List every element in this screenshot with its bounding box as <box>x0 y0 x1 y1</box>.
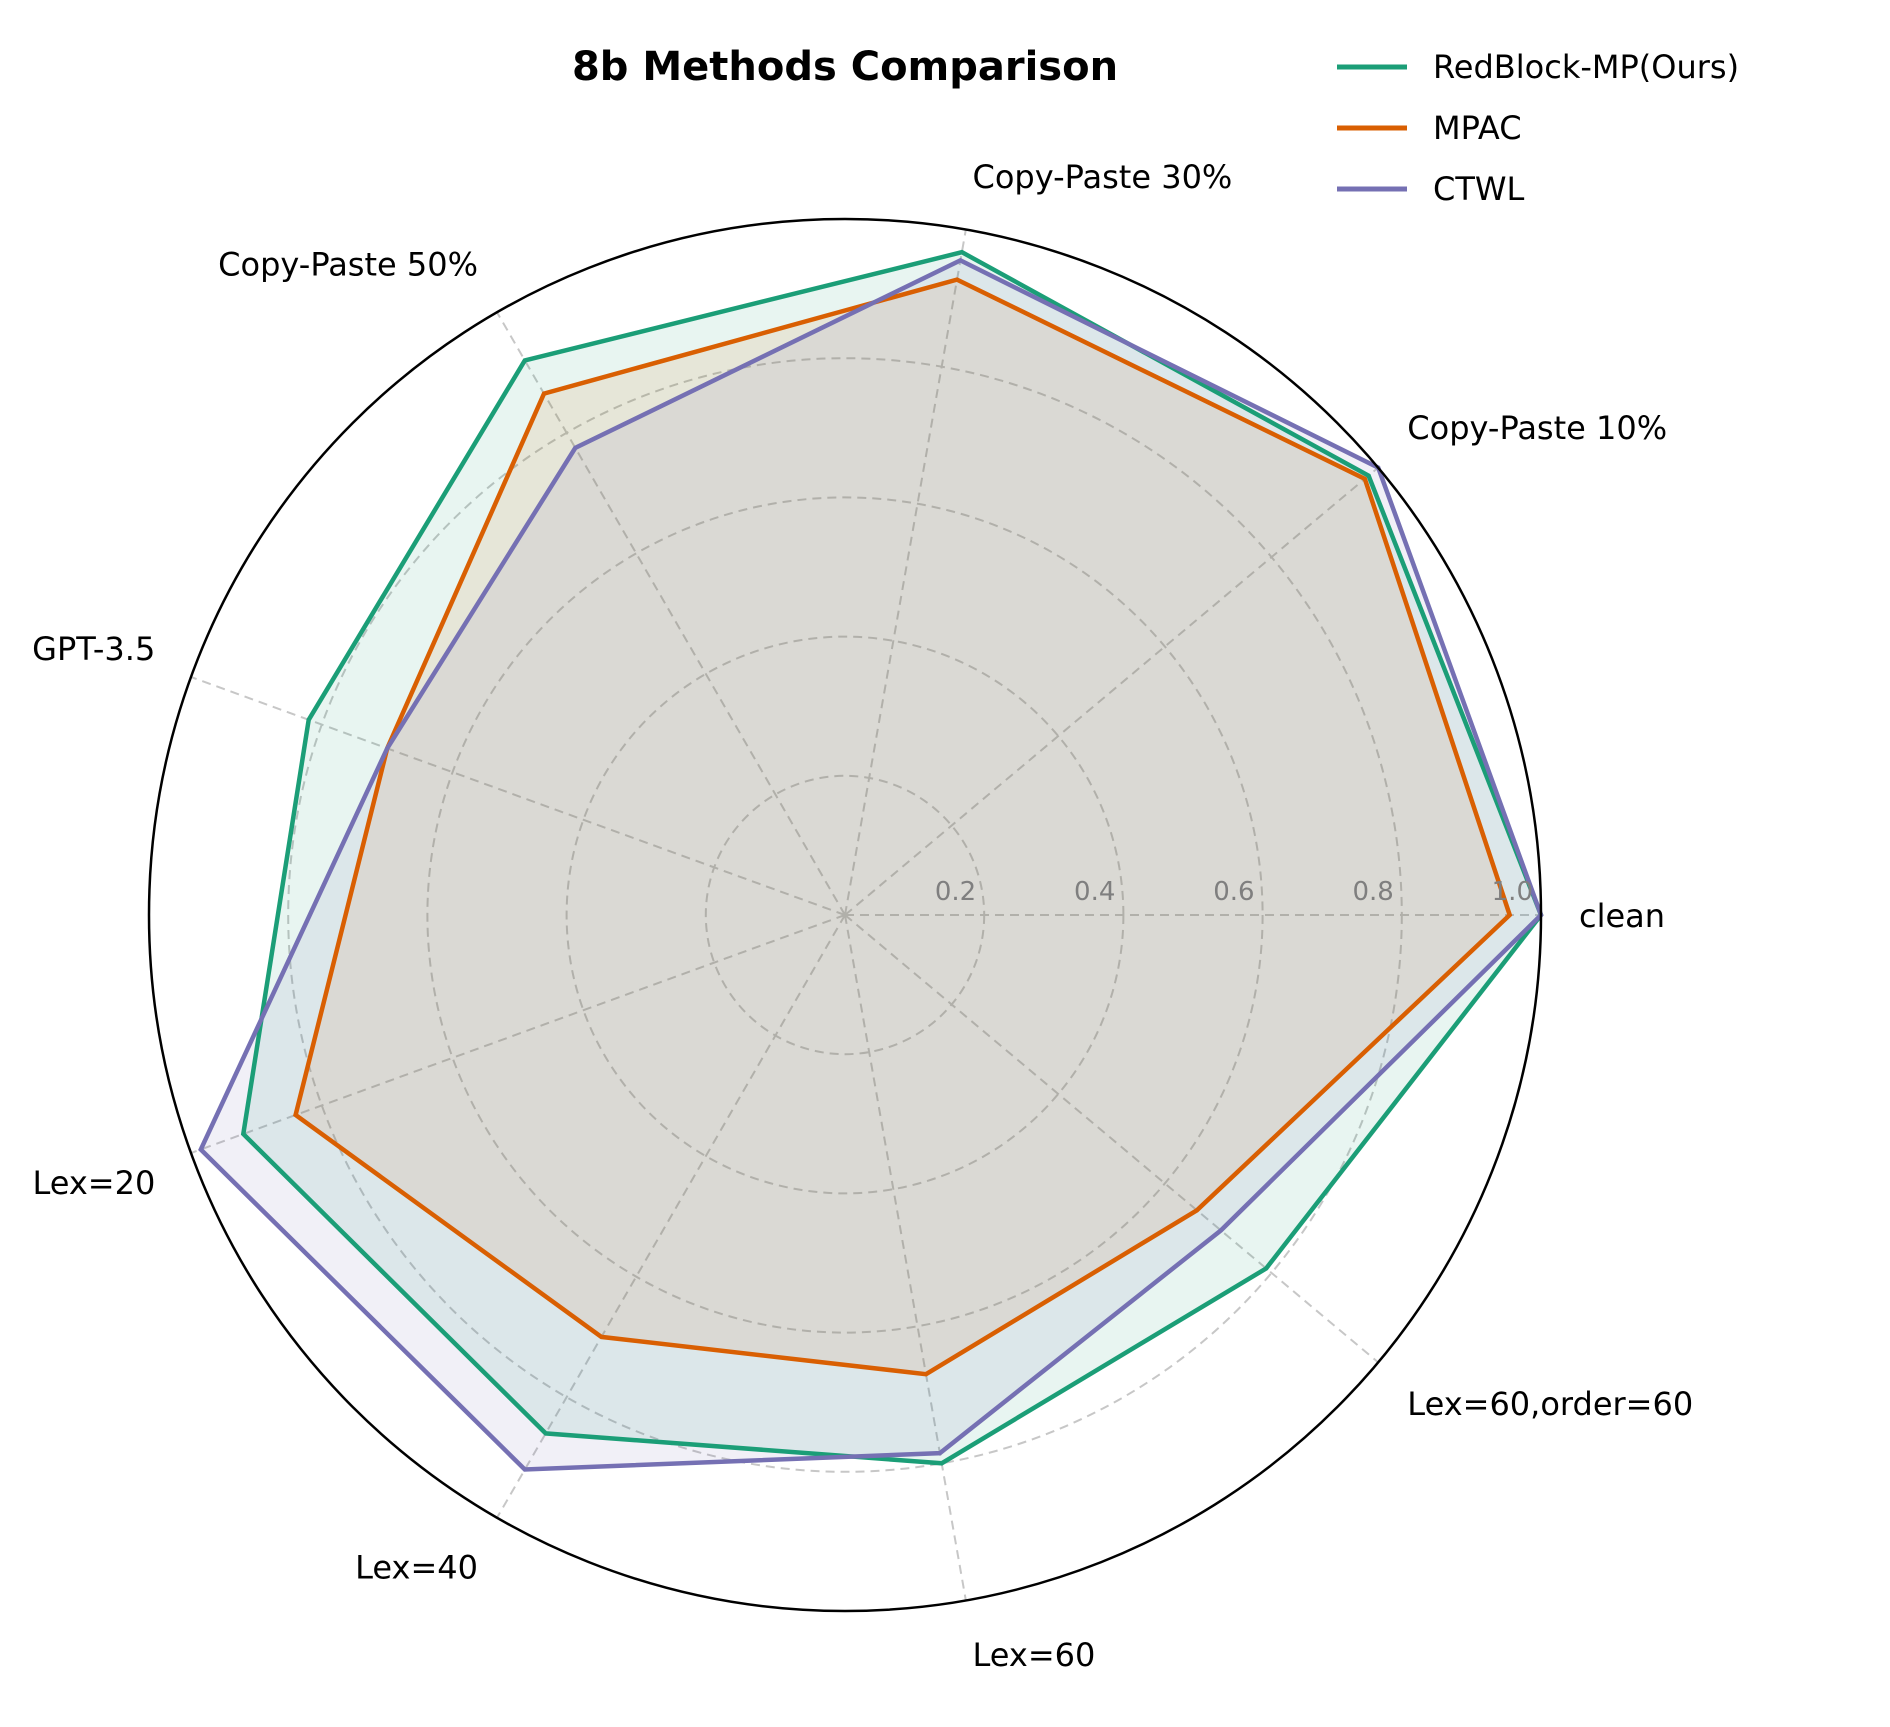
spoke-lex-40 <box>496 914 846 1519</box>
radar-grid <box>190 229 1541 1601</box>
radial-tick-label: 0.4 <box>1074 877 1115 907</box>
radial-tick-labels: 0.2 0.4 0.6 0.8 1.0 <box>935 877 1533 907</box>
spoke-lex-60 <box>844 914 967 1601</box>
radial-tick-label: 1.0 <box>1492 877 1533 907</box>
spoke-gpt-3-5 <box>190 676 846 916</box>
grid-ring-3 <box>426 496 1264 1334</box>
legend-label-ctwl: CTWL <box>1433 170 1525 208</box>
spoke-copy-paste-50 <box>496 311 846 916</box>
axis-label-copy-paste-10: Copy-Paste 10% <box>1407 409 1667 447</box>
legend-label-redblock-mp-ours: RedBlock-MP(Ours) <box>1433 48 1739 86</box>
axis-label-lex-40: Lex=40 <box>355 1549 478 1587</box>
spoke-copy-paste-10 <box>844 466 1379 916</box>
series-line-ctwl <box>198 257 1544 1472</box>
spoke-lex-60-order-60 <box>844 914 1379 1364</box>
axis-label-copy-paste-50: Copy-Paste 50% <box>218 245 478 283</box>
axis-label-clean: clean <box>1579 897 1665 935</box>
spoke-lex-20 <box>190 914 846 1154</box>
axis-labels: clean Copy-Paste 10% Copy-Paste 30% Copy-Pa… <box>32 158 1693 1674</box>
series-fills <box>200 252 1541 1470</box>
series-fill-redblock-mp-ours <box>243 252 1541 1464</box>
chart-title: 8b Methods Comparison <box>572 44 1118 90</box>
series-lines <box>198 249 1544 1472</box>
axis-label-copy-paste-30: Copy-Paste 30% <box>973 158 1233 196</box>
axis-label-gpt-3-5: GPT-3.5 <box>32 630 155 668</box>
legend: RedBlock-MP(Ours) MPAC CTWL <box>1337 48 1739 208</box>
radial-tick-label: 0.6 <box>1213 877 1254 907</box>
spoke-copy-paste-30 <box>844 229 967 916</box>
series-line-mpac <box>293 277 1513 1377</box>
axis-label-lex-20: Lex=20 <box>32 1164 155 1202</box>
radial-tick-label: 0.8 <box>1352 877 1393 907</box>
axis-label-lex-60-order-60: Lex=60,order=60 <box>1407 1385 1693 1423</box>
axis-label-lex-60: Lex=60 <box>973 1636 1096 1674</box>
radial-tick-label: 0.2 <box>935 877 976 907</box>
series-fill-ctwl <box>200 260 1541 1470</box>
legend-label-mpac: MPAC <box>1433 109 1522 147</box>
radar-frame <box>147 217 1543 1613</box>
series-fill-mpac <box>295 279 1510 1375</box>
